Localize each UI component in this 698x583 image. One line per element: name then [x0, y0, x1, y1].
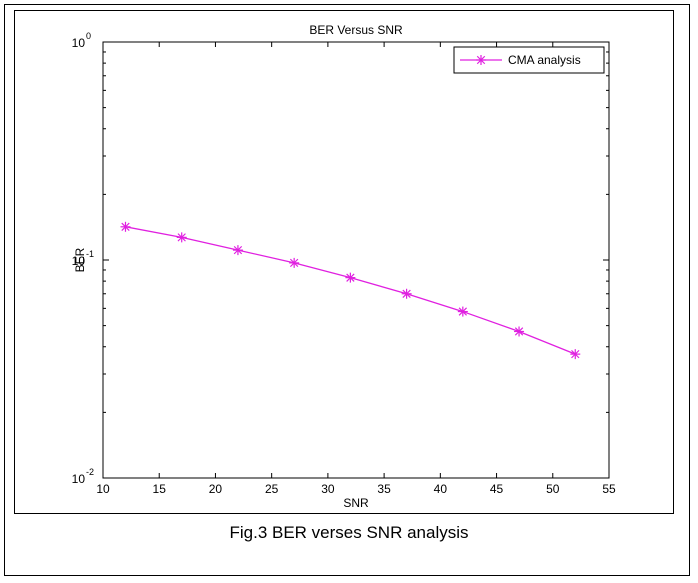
legend-box — [453, 46, 605, 74]
figure-caption: Fig.3 BER verses SNR analysis — [229, 523, 469, 542]
data-point-marker — [514, 326, 525, 337]
y-tick-exponent: -1 — [86, 249, 94, 259]
marker-stroke — [514, 327, 524, 336]
x-tick-label: 15 — [153, 482, 167, 496]
data-point-marker — [176, 232, 187, 243]
x-tick-label: 55 — [602, 482, 616, 496]
y-tick-label: 10 — [72, 472, 86, 486]
marker-stroke — [346, 273, 355, 282]
data-point-marker — [232, 245, 243, 256]
chart-title: BER Versus SNR — [309, 23, 403, 37]
x-tick-label: 20 — [209, 482, 223, 496]
marker-stroke — [233, 245, 243, 255]
data-point-marker — [401, 288, 412, 299]
data-point-marker — [457, 306, 468, 317]
y-axis-label: BER — [73, 247, 87, 272]
data-point-marker — [345, 272, 356, 283]
chart-frame — [14, 10, 674, 514]
plot-area — [102, 41, 610, 479]
marker-stroke — [571, 349, 580, 359]
x-tick-label: 30 — [321, 482, 335, 496]
marker-stroke — [476, 55, 486, 65]
legend-label: CMA analysis — [508, 53, 581, 67]
data-point-marker — [570, 349, 581, 360]
x-tick-label: 35 — [377, 482, 391, 496]
x-tick-label: 25 — [265, 482, 279, 496]
legend-marker — [476, 55, 486, 65]
data-point-marker — [120, 221, 131, 232]
marker-stroke — [289, 258, 299, 268]
x-tick-label: 40 — [434, 482, 448, 496]
y-tick-label: 10 — [72, 36, 86, 50]
marker-stroke — [402, 289, 411, 298]
marker-stroke — [458, 307, 467, 316]
x-tick-label: 50 — [546, 482, 560, 496]
data-point-marker — [289, 257, 300, 268]
x-tick-label: 10 — [96, 482, 110, 496]
marker-stroke — [121, 222, 130, 231]
y-tick-exponent: -2 — [86, 467, 94, 477]
y-tick-label: 10 — [72, 254, 86, 268]
marker-stroke — [177, 233, 186, 242]
x-axis-label: SNR — [343, 496, 369, 510]
figure-border — [4, 4, 690, 576]
x-tick-label: 45 — [490, 482, 504, 496]
y-tick-exponent: 0 — [86, 31, 91, 41]
